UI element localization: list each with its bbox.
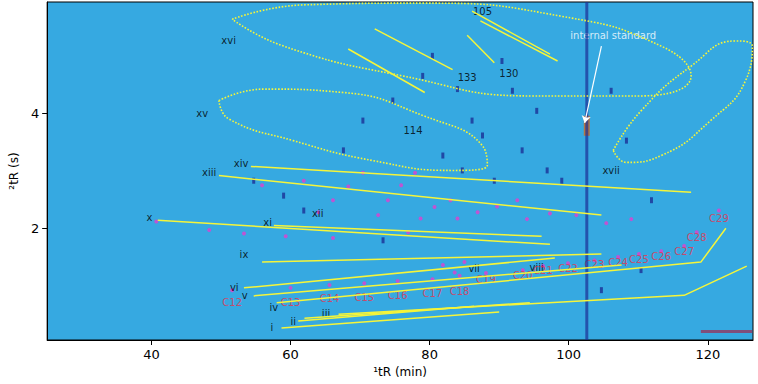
svg-text:xiii: xiii [202, 167, 216, 178]
svg-text:C18: C18 [450, 286, 470, 297]
svg-text:4: 4 [31, 106, 39, 121]
svg-text:C20: C20 [513, 269, 533, 281]
html-text:C23 C24: C23 C24 [584, 256, 628, 271]
svg-text:iv: iv [270, 302, 279, 313]
svg-text:C22: C22 [558, 262, 578, 274]
svg-text:C16: C16 [387, 289, 408, 301]
svg-text:vii: vii [468, 263, 479, 274]
svg-text:C25: C25 [629, 254, 649, 265]
svg-text:C13: C13 [280, 296, 301, 308]
svg-text:C29: C29 [709, 213, 729, 224]
svg-text:xi: xi [263, 217, 272, 229]
svg-text:100: 100 [556, 347, 581, 362]
svg-text:¹tR (min): ¹tR (min) [373, 365, 427, 379]
svg-text:ix: ix [240, 249, 249, 260]
svg-text:C19: C19 [476, 273, 496, 285]
svg-text:C14: C14 [319, 292, 340, 304]
svg-text:80: 80 [421, 347, 438, 362]
svg-text:C28: C28 [687, 232, 707, 243]
svg-text:²tR (s): ²tR (s) [7, 152, 21, 189]
svg-text:xiv: xiv [234, 158, 249, 169]
svg-text:C12: C12 [222, 297, 242, 308]
svg-text:x: x [146, 212, 152, 223]
svg-text:40: 40 [143, 347, 160, 362]
svg-text:133: 133 [458, 72, 477, 83]
svg-text:internal standard: internal standard [570, 30, 656, 41]
svg-text:120: 120 [695, 347, 720, 362]
svg-text:114: 114 [403, 125, 422, 136]
svg-text:2: 2 [31, 221, 39, 236]
svg-text:vi: vi [230, 282, 239, 293]
svg-text:C15: C15 [354, 291, 375, 303]
svg-text:iii: iii [321, 307, 331, 319]
svg-text:C27: C27 [674, 246, 694, 257]
svg-text:xv: xv [196, 108, 208, 119]
svg-text:xii: xii [312, 208, 323, 219]
svg-text:105: 105 [473, 6, 492, 17]
svg-text:i: i [270, 322, 273, 333]
svg-text:xvii: xvii [602, 165, 619, 176]
svg-text:xvi: xvi [221, 35, 236, 46]
svg-text:60: 60 [282, 347, 299, 362]
svg-text:ii: ii [291, 316, 297, 327]
svg-text:C26: C26 [651, 251, 671, 262]
svg-text:130: 130 [499, 68, 518, 79]
svg-text:C21: C21 [533, 265, 553, 276]
svg-text:v: v [242, 290, 248, 301]
svg-text:C17: C17 [422, 287, 443, 299]
